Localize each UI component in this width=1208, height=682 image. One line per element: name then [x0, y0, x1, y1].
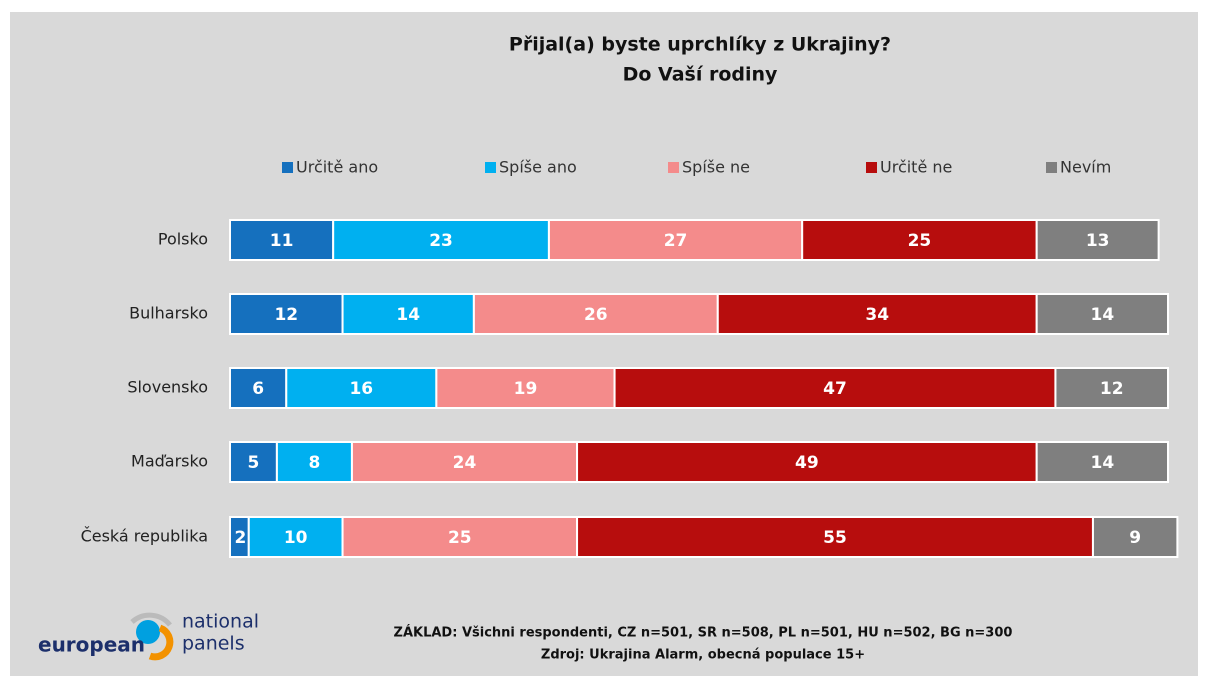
data-label: 27	[664, 231, 688, 251]
data-label: 13	[1086, 231, 1110, 251]
data-label: 24	[453, 453, 477, 473]
bar-segment	[332, 219, 550, 261]
bar-segment	[229, 293, 344, 335]
data-label: 47	[823, 379, 847, 399]
data-label: 5	[248, 453, 260, 473]
data-label: 49	[795, 453, 819, 473]
note: ZÁKLAD: Všichni respondenti, CZ n=501, S…	[394, 625, 1013, 641]
bar-segment	[1091, 516, 1179, 558]
bar-segment	[275, 441, 353, 483]
data-label: 10	[284, 528, 308, 548]
bar-segment	[1035, 293, 1170, 335]
legend-swatch	[485, 162, 496, 173]
note: Zdroj: Ukrajina Alarm, obecná populace 1…	[541, 648, 865, 663]
bar-segment	[716, 293, 1038, 335]
data-label: 25	[908, 231, 932, 251]
bar-segment	[350, 441, 579, 483]
logo-arc	[130, 612, 172, 627]
data-label: 6	[252, 379, 264, 399]
data-label: 19	[514, 379, 538, 399]
legend-swatch	[866, 162, 877, 173]
logo-text: panels	[182, 633, 245, 655]
chart-subtitle: Do Vaší rodiny	[623, 64, 778, 86]
bar-segment	[613, 367, 1057, 409]
bar-segment	[435, 367, 616, 409]
background	[10, 12, 1198, 676]
y-tick-label: Česká republika	[81, 527, 208, 546]
logo-text: national	[182, 611, 259, 633]
bar-segment	[801, 219, 1038, 261]
legend-label: Určitě ano	[296, 158, 378, 177]
data-label: 26	[584, 305, 608, 325]
bar-segment	[1035, 441, 1170, 483]
data-label: 8	[308, 453, 320, 473]
data-label: 55	[823, 528, 847, 548]
y-tick-label: Polsko	[158, 230, 208, 249]
y-tick-label: Maďarsko	[131, 452, 208, 471]
bar-segment	[472, 293, 719, 335]
logo: european national panels	[38, 611, 259, 661]
logo-text: european	[38, 633, 145, 657]
bar-segment	[229, 367, 288, 409]
legend-label: Nevím	[1060, 158, 1111, 177]
bar-segment	[1035, 219, 1160, 261]
y-tick-label: Bulharsko	[129, 304, 208, 323]
data-label: 34	[865, 305, 889, 325]
legend-swatch	[668, 162, 679, 173]
data-label: 2	[234, 528, 246, 548]
data-label: 12	[1100, 379, 1124, 399]
legend-swatch	[1046, 162, 1057, 173]
data-label: 25	[448, 528, 472, 548]
bar-segment	[341, 516, 579, 558]
data-label: 12	[274, 305, 298, 325]
data-label: 9	[1129, 528, 1141, 548]
chart-title: Přijal(a) byste uprchlíky z Ukrajiny?	[509, 34, 891, 56]
legend-label: Určitě ne	[880, 158, 952, 177]
legend-label: Spíše ne	[682, 158, 750, 177]
data-label: 14	[1091, 305, 1115, 325]
data-label: 11	[270, 231, 294, 251]
bar-segment	[547, 219, 804, 261]
logo-swoosh	[148, 624, 174, 661]
legend-swatch	[282, 162, 293, 173]
data-label: 23	[429, 231, 453, 251]
logo-circle	[136, 620, 160, 644]
bar-segment	[1054, 367, 1169, 409]
data-label: 14	[1091, 453, 1115, 473]
bar-segment	[341, 293, 475, 335]
data-label: 14	[396, 305, 420, 325]
y-tick-label: Slovensko	[127, 378, 208, 397]
bar-segment	[229, 441, 278, 483]
bar-segment	[576, 441, 1038, 483]
legend-label: Spíše ano	[499, 158, 577, 177]
data-label: 16	[349, 379, 373, 399]
